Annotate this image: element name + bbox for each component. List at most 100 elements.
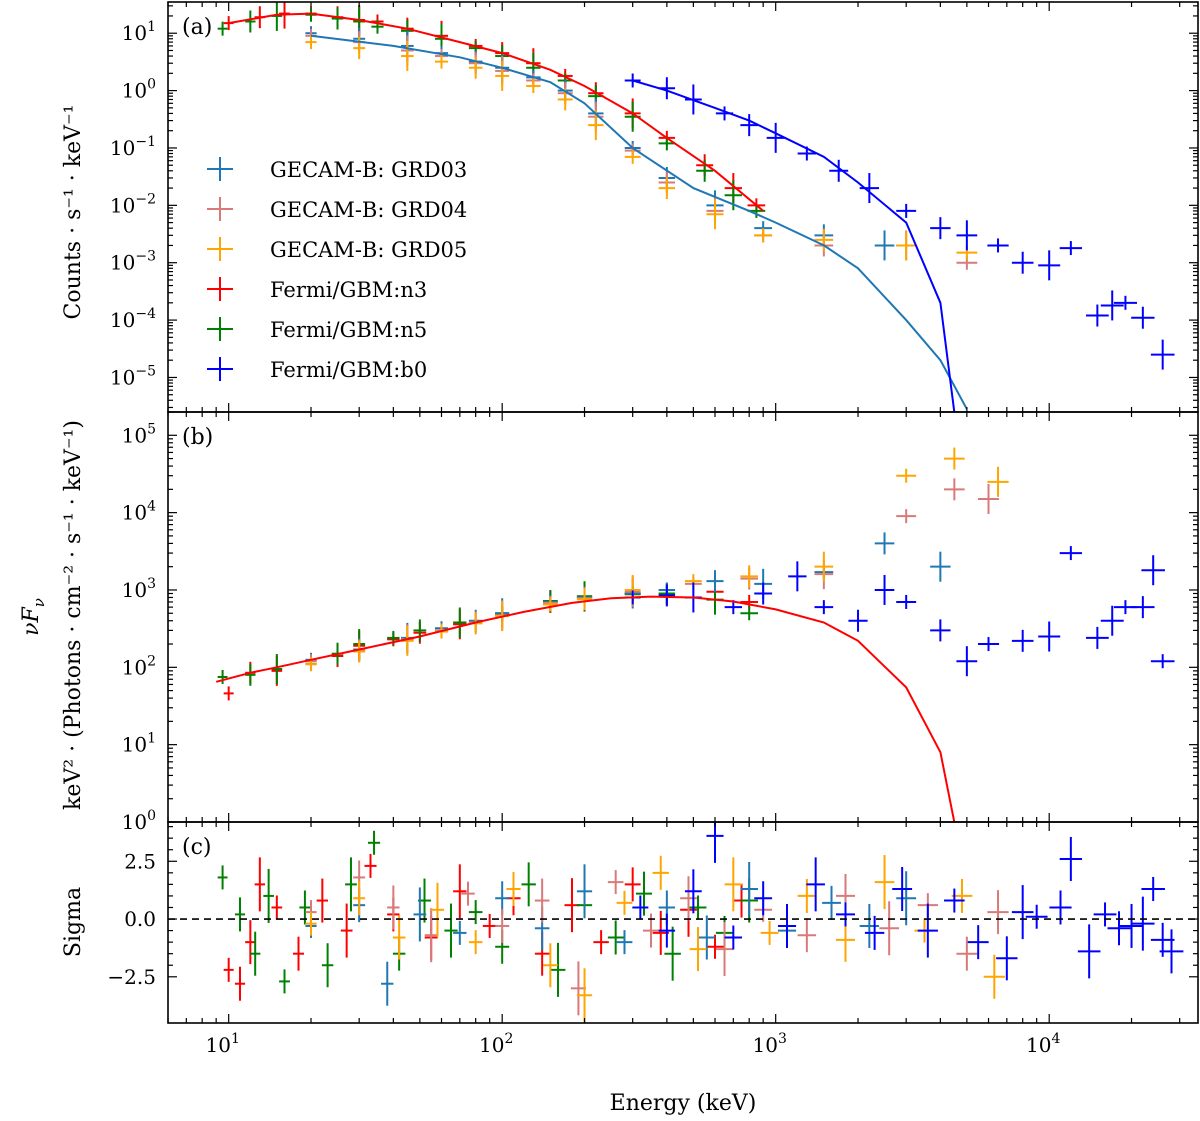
panel-b-grd03-point-13 [874, 532, 895, 555]
x-tick-exponent: 3 [778, 1031, 787, 1047]
panel-a-grd05-point-6 [526, 79, 541, 94]
panel-a-marks [217, 2, 1175, 370]
legend-label-grd04: GECAM-B: GRD04 [270, 198, 467, 222]
panel-c-b0-point-24 [1141, 877, 1165, 901]
panel-c-b0-point-15 [1011, 885, 1034, 940]
panel-a-y-tick-label: 10−3 [110, 249, 156, 275]
panel-c-b0-point-19 [1077, 924, 1101, 979]
panel-b-b0-point-16 [1086, 626, 1109, 649]
panel-b-b0-point-4 [754, 582, 773, 605]
panel-b-y-tick-label: 103 [122, 576, 156, 602]
panel-c-n5-point-15 [550, 942, 566, 997]
panel-a-grd05-point-9 [624, 149, 641, 164]
y-tick-exponent: −5 [135, 363, 156, 379]
legend-label-grd05: GECAM-B: GRD05 [270, 238, 467, 262]
panel-c-n3-point-3 [254, 857, 266, 912]
panel-c-y-tick-label: 2.5 [124, 849, 156, 873]
panel-a-b0-point-17 [1100, 290, 1124, 321]
y-tick-base: 10 [122, 578, 147, 602]
panel-a-b0-point-18 [1113, 295, 1137, 310]
panel-c-grd05-point-15 [874, 855, 895, 910]
panel-b-grd05-point-11 [814, 551, 834, 582]
panel-a-models [228, 12, 968, 412]
panel-c-n3-point-0 [223, 957, 234, 982]
y-tick-base: 10 [110, 193, 135, 217]
panel-c-grd03-point-4 [453, 920, 467, 945]
y-tick-exponent: 0 [147, 77, 156, 93]
panel-c-grd05-point-6 [542, 943, 558, 988]
panel-c-grd03-point-3 [413, 887, 427, 942]
panel-c-b0-point-14 [996, 936, 1018, 981]
panel-c-n3-point-20 [706, 934, 724, 959]
legend-entry-grd03: GECAM-B: GRD03 [207, 157, 467, 182]
panel-b-b0-point-7 [848, 609, 868, 632]
panel-a-grd05-point-5 [495, 60, 510, 91]
y-tick-exponent: −3 [135, 249, 156, 265]
panel-a-y-tick-label: 10−4 [110, 306, 156, 332]
panel-c-b0-point-5 [754, 881, 773, 916]
panel-b-tag: (b) [182, 425, 213, 450]
legend-marker-grd04 [207, 197, 233, 221]
y-tick-exponent: 1 [147, 19, 156, 35]
panel-b-b0-point-8 [874, 574, 895, 605]
y-tick-exponent: 4 [147, 499, 156, 515]
panel-a-y-axis-label: Counts · s⁻¹ · keV⁻¹ [61, 105, 86, 320]
panel-b-n5-point-0 [217, 669, 228, 684]
panel-a-b0-point-9 [896, 203, 917, 218]
panel-b-y-tick-label: 102 [122, 653, 156, 679]
panel-a-tag: (a) [182, 15, 212, 40]
panel-c-n3-point-16 [593, 930, 609, 955]
panel-c-grd04-point-13 [797, 918, 817, 953]
panel-c-n3-point-7 [340, 903, 353, 958]
x-tick-base: 10 [753, 1033, 778, 1057]
panel-c-grd03-point-2 [381, 961, 394, 1006]
panel-b-b0-point-6 [814, 600, 834, 615]
panel-c-n3-point-6 [316, 878, 329, 923]
legend-marker-b0 [207, 357, 233, 381]
legend-marker-n5 [207, 317, 233, 341]
legend-entry-b0: Fermi/GBM:b0 [207, 357, 427, 382]
panel-b-y-tick-label: 100 [122, 808, 156, 834]
panel-c-n5-point-19 [664, 926, 681, 981]
panel-a-n5-point-6 [371, 19, 384, 34]
panel-b-grd04-point-12 [896, 509, 917, 524]
legend-marker-grd03 [207, 157, 233, 181]
legend-label-grd03: GECAM-B: GRD03 [270, 158, 467, 182]
panel-c-grd05-point-1 [353, 881, 366, 916]
panel-c-b0-point-0 [632, 895, 649, 920]
x-tick-base: 10 [1026, 1033, 1051, 1057]
panel-b-n5-point-7 [413, 619, 427, 642]
y-tick-base: 10 [122, 655, 147, 679]
panel-a-b0-point-0 [624, 73, 641, 88]
panel-a-b0-point-13 [1011, 251, 1034, 274]
panel-b-grd05-point-1 [353, 640, 366, 663]
panel-c-grd05-point-0 [305, 911, 317, 936]
panel-c-grd04-point-11 [715, 922, 734, 977]
panel-b-n5-point-8 [453, 607, 467, 638]
panel-a-b0-point-12 [987, 238, 1009, 253]
panel-c-b0-point-21 [1107, 911, 1131, 946]
panel-a-b0-point-16 [1086, 304, 1109, 327]
panel-a-b0-point-19 [1131, 306, 1155, 329]
panel-c-grd05-point-10 [689, 927, 707, 972]
panel-c-n5-point-8 [367, 830, 381, 855]
x-tick-label: 103 [753, 1031, 787, 1057]
x-tick-exponent: 4 [1051, 1031, 1060, 1047]
panel-b-models [215, 595, 956, 822]
y-tick-exponent: 0 [147, 808, 156, 824]
panel-a-b0-point-8 [859, 173, 880, 204]
panel-c-grd03-point-7 [576, 864, 593, 919]
panel-b-grd05-point-6 [542, 597, 558, 612]
panel-a-grd05-point-0 [305, 35, 317, 50]
x-tick-base: 10 [479, 1033, 504, 1057]
legend-label-n3: Fermi/GBM:n3 [270, 278, 427, 302]
panel-c-b0-point-23 [1131, 896, 1155, 951]
panel-c-grd04-point-15 [879, 901, 900, 956]
panel-c-b0-point-20 [1093, 902, 1117, 927]
panel-a-b0-point-7 [829, 159, 849, 182]
legend-label-n5: Fermi/GBM:n5 [270, 318, 427, 342]
legend-marker-grd05 [207, 237, 233, 261]
panel-c-n3-point-17 [624, 867, 641, 902]
y-tick-base: 10 [122, 21, 147, 45]
